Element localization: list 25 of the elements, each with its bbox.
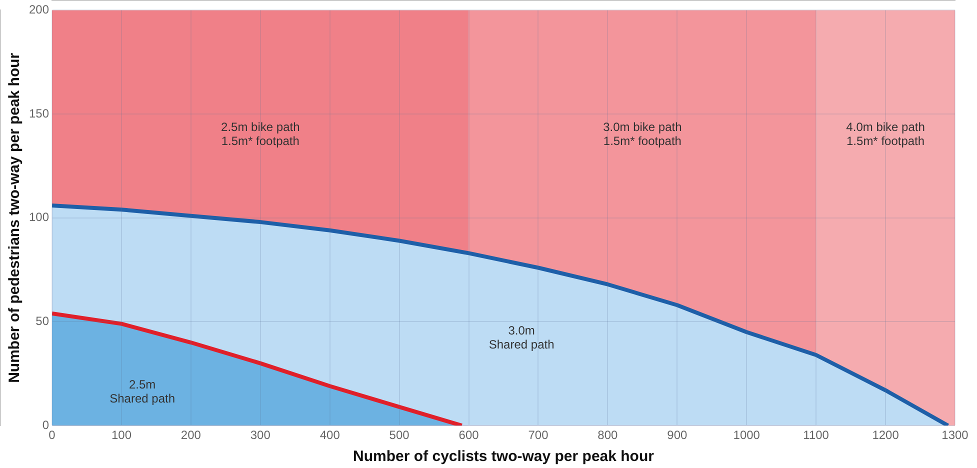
y-axis-title: Number of pedestrians two-way per peak hour [6,52,24,383]
x-tick-label: 1300 [942,428,969,442]
x-axis-title: Number of cyclists two-way per peak hour [353,448,654,466]
annotation: 2.5m Shared path [110,378,176,406]
y-tick-label: 150 [28,106,50,120]
x-tick-label: 1100 [803,428,830,442]
y-tick-label: 50 [36,314,50,328]
y-tick-label: 200 [28,2,50,17]
x-tick-label: 200 [180,428,202,442]
band-label: 2.5m bike path 1.5m* footpath [221,120,300,148]
x-tick-label: 700 [528,428,549,442]
x-tick-label: 300 [250,428,271,442]
x-tick-label: 500 [389,428,410,442]
y-tick-label: 0 [42,418,50,432]
band-label: 3.0m bike path 1.5m* footpath [603,120,682,148]
band-label: 4.0m bike path 1.5m* footpath [846,120,925,148]
annotation: 3.0m Shared path [488,324,554,352]
x-tick-label: 1200 [872,428,900,442]
x-tick-label: 800 [598,428,618,442]
x-tick-label: 900 [667,428,688,442]
x-tick-label: 100 [111,428,132,442]
y-tick-label: 100 [28,210,50,224]
x-tick-label: 1000 [733,428,760,442]
x-tick-label: 600 [458,428,480,442]
x-tick-label: 400 [320,428,340,442]
